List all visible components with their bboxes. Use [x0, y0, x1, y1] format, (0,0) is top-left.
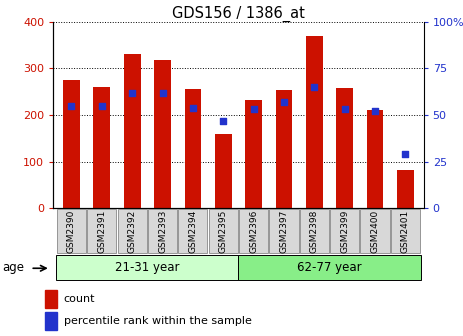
Point	[128, 90, 136, 95]
Point	[311, 84, 318, 90]
Point	[402, 152, 409, 157]
Text: GSM2390: GSM2390	[67, 209, 76, 253]
Bar	[94, 87, 110, 208]
Title: GDS156 / 1386_at: GDS156 / 1386_at	[172, 6, 305, 22]
Bar	[185, 89, 201, 208]
Text: GSM2399: GSM2399	[340, 209, 349, 253]
Bar	[306, 36, 323, 208]
FancyBboxPatch shape	[330, 209, 359, 253]
Bar	[215, 134, 232, 208]
FancyBboxPatch shape	[148, 209, 177, 253]
Point	[159, 90, 166, 95]
Bar	[336, 88, 353, 208]
Text: GSM2396: GSM2396	[249, 209, 258, 253]
Text: percentile rank within the sample: percentile rank within the sample	[64, 317, 251, 326]
Text: GSM2394: GSM2394	[188, 209, 197, 253]
Bar	[397, 170, 414, 208]
Text: GSM2401: GSM2401	[401, 209, 410, 253]
FancyBboxPatch shape	[300, 209, 329, 253]
Point	[341, 107, 349, 112]
Text: GSM2391: GSM2391	[97, 209, 106, 253]
FancyBboxPatch shape	[57, 209, 86, 253]
Bar	[45, 290, 57, 308]
FancyBboxPatch shape	[239, 209, 268, 253]
FancyBboxPatch shape	[209, 209, 238, 253]
Text: GSM2397: GSM2397	[280, 209, 288, 253]
Text: count: count	[64, 294, 95, 304]
FancyBboxPatch shape	[178, 209, 207, 253]
Text: GSM2400: GSM2400	[370, 209, 380, 253]
FancyBboxPatch shape	[118, 209, 147, 253]
Text: GSM2393: GSM2393	[158, 209, 167, 253]
Bar	[245, 100, 262, 208]
Text: age: age	[2, 261, 25, 274]
Text: GSM2398: GSM2398	[310, 209, 319, 253]
Point	[219, 118, 227, 123]
Text: GSM2395: GSM2395	[219, 209, 228, 253]
Bar	[124, 54, 141, 208]
Point	[280, 99, 288, 105]
FancyBboxPatch shape	[391, 209, 420, 253]
Bar	[367, 111, 383, 208]
Point	[98, 103, 106, 109]
Point	[68, 103, 75, 109]
FancyBboxPatch shape	[238, 255, 420, 280]
Point	[371, 109, 379, 114]
Point	[189, 105, 197, 110]
FancyBboxPatch shape	[87, 209, 116, 253]
Text: 62-77 year: 62-77 year	[297, 261, 362, 274]
Bar	[45, 312, 57, 330]
Bar	[154, 60, 171, 208]
Bar	[63, 80, 80, 208]
FancyBboxPatch shape	[56, 255, 238, 280]
FancyBboxPatch shape	[269, 209, 299, 253]
Bar	[275, 90, 292, 208]
Point	[250, 107, 257, 112]
FancyBboxPatch shape	[361, 209, 390, 253]
Text: GSM2392: GSM2392	[128, 209, 137, 253]
Text: 21-31 year: 21-31 year	[115, 261, 180, 274]
